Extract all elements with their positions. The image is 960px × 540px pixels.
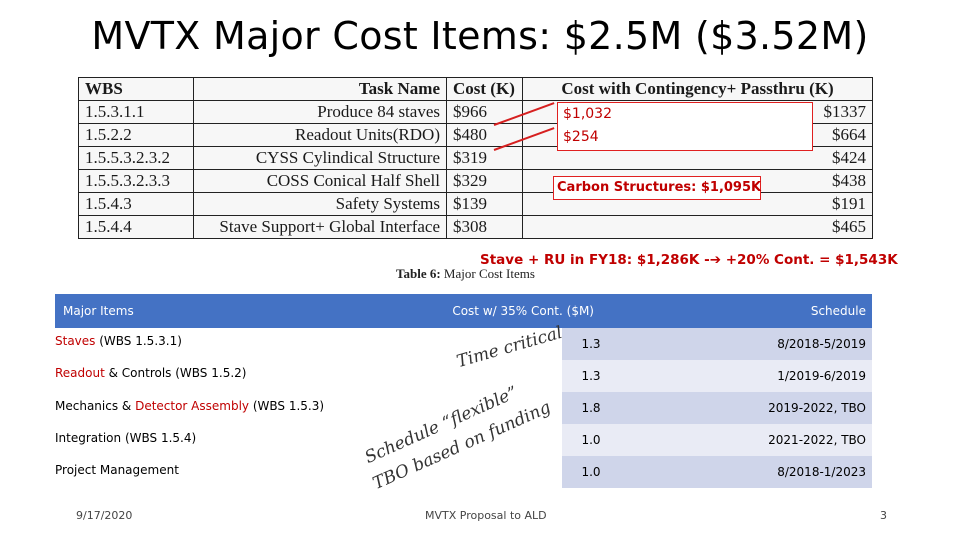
page-number: 3 bbox=[880, 509, 887, 522]
item-label-rest: (WBS 1.5.3) bbox=[249, 399, 325, 413]
cost-contingency-header: Cost with Contingency+ Passthru (K) bbox=[522, 77, 873, 101]
wbs-cell: 1.5.2.2 bbox=[78, 123, 194, 147]
task-name-header: Task Name bbox=[193, 77, 447, 101]
schedule-value: 1/2019-6/2019 bbox=[777, 369, 866, 383]
cost-value: 1.3 bbox=[581, 337, 601, 351]
cost-cell: $139 bbox=[446, 192, 523, 216]
cost-header-label: Cost w/ 35% Cont. ($M) bbox=[452, 304, 594, 318]
carbon-structures-note: Carbon Structures: $1,095K bbox=[557, 180, 762, 195]
cost-cell: $308 bbox=[446, 215, 523, 239]
time-critical-note: Time critical bbox=[454, 322, 565, 372]
revised-rdo-cost: $254 bbox=[563, 129, 599, 145]
item-label-rest: Integration (WBS 1.5.4) bbox=[55, 431, 197, 445]
cost-cell: $966 bbox=[446, 100, 523, 124]
contingency-cell: $465 bbox=[522, 215, 873, 239]
task-cell: CYSS Cylindical Structure bbox=[193, 146, 447, 170]
wbs-cell: 1.5.3.1.1 bbox=[78, 100, 194, 124]
item-label: Readout & Controls (WBS 1.5.2) bbox=[55, 366, 445, 380]
major-items-header-label: Major Items bbox=[63, 304, 134, 318]
item-label-highlight: Detector Assembly bbox=[135, 399, 250, 413]
item-label: Integration (WBS 1.5.4) bbox=[55, 431, 445, 445]
table-row: 1.3 8/2018-5/2019 bbox=[562, 328, 872, 360]
cost-header-cell: Cost w/ 35% Cont. ($M) bbox=[446, 294, 598, 328]
schedule-value: 2019-2022, TBO bbox=[768, 401, 866, 415]
table-row: 1.0 8/2018-1/2023 bbox=[562, 456, 872, 488]
arrow-right-icon: ➔ bbox=[709, 252, 722, 268]
cost-value: 1.0 bbox=[581, 433, 601, 447]
table-caption: Table 6: Major Cost Items bbox=[396, 266, 535, 282]
task-cell: COSS Conical Half Shell bbox=[193, 169, 447, 193]
item-label-highlight: Readout bbox=[55, 366, 105, 380]
schedule-value: 2021-2022, TBO bbox=[768, 433, 866, 447]
footer-center: MVTX Proposal to ALD bbox=[425, 509, 547, 522]
cost-value: 1.8 bbox=[581, 401, 601, 415]
caption-label: Table 6: bbox=[396, 266, 441, 281]
schedule-header-label: Schedule bbox=[810, 304, 866, 318]
schedule-value: 8/2018-5/2019 bbox=[777, 337, 866, 351]
wbs-cell: 1.5.4.3 bbox=[78, 192, 194, 216]
footer-date: 9/17/2020 bbox=[76, 509, 133, 522]
schedule-value: 8/2018-1/2023 bbox=[777, 465, 866, 479]
cost-value: 1.0 bbox=[581, 465, 601, 479]
table-row: 1.5.4.4 Stave Support+ Global Interface … bbox=[78, 215, 873, 239]
wbs-cell: 1.5.4.4 bbox=[78, 215, 194, 239]
cost-cell: $319 bbox=[446, 146, 523, 170]
item-label-highlight: Staves bbox=[55, 334, 96, 348]
item-label-rest: (WBS 1.5.3.1) bbox=[95, 334, 182, 348]
slide-title: MVTX Major Cost Items: $2.5M ($3.52M) bbox=[91, 14, 869, 58]
wbs-header: WBS bbox=[78, 77, 194, 101]
item-label: Mechanics & Detector Assembly (WBS 1.5.3… bbox=[55, 399, 445, 413]
table-row: 1.8 2019-2022, TBO bbox=[562, 392, 872, 424]
item-label-rest: Project Management bbox=[55, 463, 179, 477]
schedule-header-cell: Schedule bbox=[598, 294, 872, 328]
cost-cell: $480 bbox=[446, 123, 523, 147]
cost-value: 1.3 bbox=[581, 369, 601, 383]
item-label: Project Management bbox=[55, 463, 445, 477]
task-cell: Safety Systems bbox=[193, 192, 447, 216]
task-cell: Readout Units(RDO) bbox=[193, 123, 447, 147]
carbon-structures-box bbox=[553, 176, 761, 200]
revised-cost-box bbox=[557, 102, 813, 151]
cost-cell: $329 bbox=[446, 169, 523, 193]
item-label: Staves (WBS 1.5.3.1) bbox=[55, 334, 445, 348]
wbs-cell: 1.5.5.3.2.3.3 bbox=[78, 169, 194, 193]
cost-header: Cost (K) bbox=[446, 77, 523, 101]
table-row: 1.0 2021-2022, TBO bbox=[562, 424, 872, 456]
item-label-rest: Mechanics & bbox=[55, 399, 136, 413]
caption-text: Major Cost Items bbox=[440, 266, 535, 281]
stave-ru-tail: +20% Cont. = $1,543K bbox=[721, 252, 898, 268]
stave-ru-text: Stave + RU in FY18: $1,286K - bbox=[480, 252, 710, 268]
table-row: 1.3 1/2019-6/2019 bbox=[562, 360, 872, 392]
stave-ru-note: Stave + RU in FY18: $1,286K -➔ +20% Cont… bbox=[480, 252, 898, 268]
revised-staves-cost: $1,032 bbox=[563, 106, 612, 122]
task-cell: Produce 84 staves bbox=[193, 100, 447, 124]
major-items-header: Major Items bbox=[55, 294, 446, 328]
task-cell: Stave Support+ Global Interface bbox=[193, 215, 447, 239]
wbs-table-header: WBS Task Name Cost (K) Cost with Conting… bbox=[78, 77, 873, 101]
item-label-rest: & Controls (WBS 1.5.2) bbox=[104, 366, 247, 380]
wbs-cell: 1.5.5.3.2.3.2 bbox=[78, 146, 194, 170]
